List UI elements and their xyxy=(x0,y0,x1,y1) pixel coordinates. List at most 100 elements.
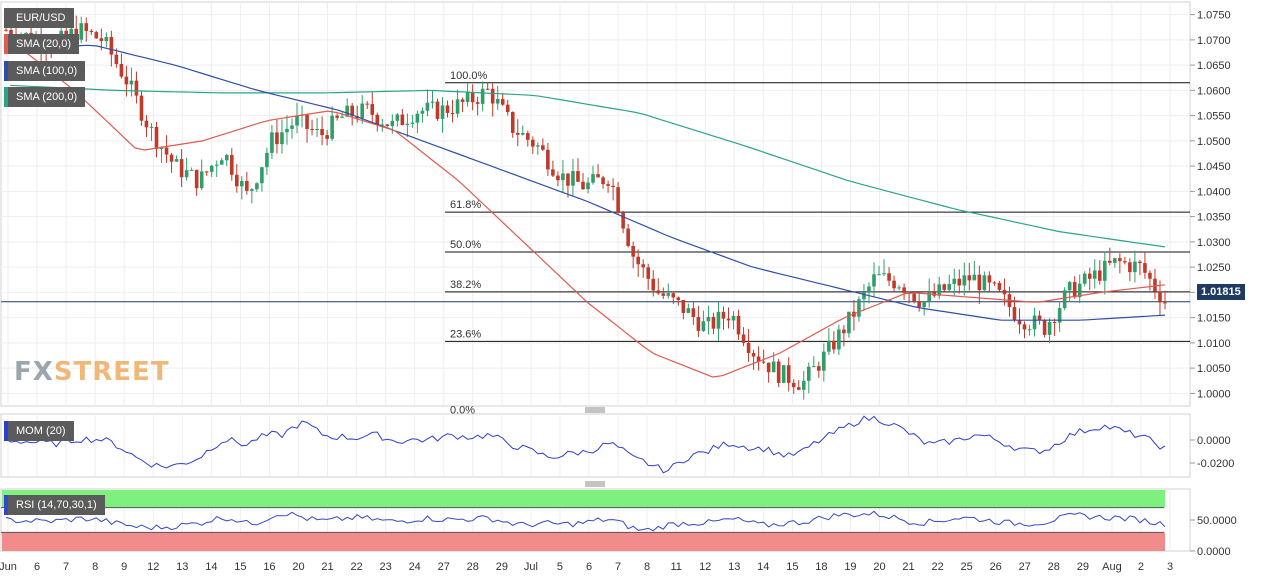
x-tick-label: 6 xyxy=(586,561,592,573)
x-tick-label: 7 xyxy=(63,561,69,573)
price-tick-label: 1.0000 xyxy=(1197,388,1231,400)
candle-body xyxy=(405,123,410,126)
price-tick-label: 1.0400 xyxy=(1197,186,1231,198)
candle-body xyxy=(952,278,957,284)
candle-body xyxy=(751,353,756,357)
candle-body xyxy=(726,318,731,321)
candle-body xyxy=(1138,261,1142,264)
candle-body xyxy=(711,316,716,329)
candle-body xyxy=(1153,278,1157,292)
price-tick-label: 1.0650 xyxy=(1197,60,1231,72)
candle-body xyxy=(380,124,385,126)
sma20-legend[interactable]: SMA (20,0) xyxy=(4,34,80,54)
candle-body xyxy=(1072,282,1077,298)
price-tick-label: 1.0100 xyxy=(1197,338,1231,350)
candle-body xyxy=(184,170,189,178)
candle-body xyxy=(917,301,921,307)
sma20-swatch xyxy=(4,34,8,54)
candle-body xyxy=(1113,258,1117,263)
candle-body xyxy=(425,102,430,111)
momentum-tick-label: 0.0000 xyxy=(1197,435,1231,447)
sma100-legend[interactable]: SMA (100,0) xyxy=(4,61,86,81)
price-tick-label: 1.0600 xyxy=(1197,85,1231,97)
candle-body xyxy=(806,366,811,381)
x-tick-label: 13 xyxy=(728,561,740,573)
sma200-legend[interactable]: SMA (200,0) xyxy=(4,87,86,107)
candle-body xyxy=(561,173,565,181)
candle-body xyxy=(1067,282,1072,291)
candle-body xyxy=(1012,307,1017,320)
candle-body xyxy=(445,105,450,113)
rsi-legend[interactable]: RSI (14,70,30,1) xyxy=(4,495,105,515)
candle-body xyxy=(736,315,741,335)
candle-body xyxy=(741,334,746,343)
candle-body xyxy=(541,145,545,150)
x-tick-label: 29 xyxy=(496,561,508,573)
price-tick-label: 1.0750 xyxy=(1197,10,1231,22)
candle-body xyxy=(1032,315,1037,330)
candle-body xyxy=(997,282,1002,290)
x-tick-label: 19 xyxy=(844,561,856,573)
candle-body xyxy=(495,99,500,104)
sma100-line xyxy=(9,44,1166,321)
candle-body xyxy=(1133,261,1137,273)
candle-body xyxy=(912,293,916,302)
candle-body xyxy=(992,282,997,284)
rsi-swatch xyxy=(4,495,8,515)
candle-body xyxy=(1057,308,1062,323)
candle-body xyxy=(330,115,334,139)
rsi-oversold-zone xyxy=(2,532,1165,551)
x-tick-label: 23 xyxy=(380,561,392,573)
candle-body xyxy=(611,185,615,188)
candle-body xyxy=(1143,263,1147,273)
x-tick-label: 21 xyxy=(902,561,914,573)
x-tick-label: 9 xyxy=(121,561,127,573)
candle-body xyxy=(1163,302,1167,304)
candle-body xyxy=(882,273,886,275)
candle-body xyxy=(245,180,249,191)
candle-body xyxy=(536,145,540,147)
candle-body xyxy=(280,132,284,145)
x-tick-label: 12 xyxy=(147,561,159,573)
candle-body xyxy=(1108,260,1112,263)
candle-body xyxy=(224,154,229,161)
candle-body xyxy=(350,105,354,117)
candle-body xyxy=(892,280,896,289)
candle-body xyxy=(455,99,460,114)
candle-body xyxy=(320,128,324,136)
candle-body xyxy=(285,128,289,133)
momentum-legend[interactable]: MOM (20) xyxy=(4,421,74,441)
candle-body xyxy=(430,101,435,103)
candle-body xyxy=(671,293,676,298)
x-tick-label: 11 xyxy=(670,561,681,573)
candle-body xyxy=(1002,289,1007,295)
candle-body xyxy=(94,32,99,39)
candle-body xyxy=(1047,321,1052,335)
candle-body xyxy=(315,128,319,130)
candle-body xyxy=(887,273,891,281)
candle-body xyxy=(255,183,259,190)
candle-body xyxy=(1118,258,1122,262)
candle-body xyxy=(877,274,881,276)
candle-body xyxy=(159,147,164,149)
price-tick-label: 1.0300 xyxy=(1197,237,1231,249)
price-tick-label: 1.0050 xyxy=(1197,363,1231,375)
x-tick-label: 13 xyxy=(176,561,188,573)
candle-body xyxy=(987,275,992,283)
candle-body xyxy=(731,315,736,321)
candle-body xyxy=(169,154,174,162)
candle-body xyxy=(801,380,806,390)
x-tick-label: 3 xyxy=(1167,561,1173,573)
price-tick-label: 1.0500 xyxy=(1197,136,1231,148)
sma20-line xyxy=(9,39,1166,378)
x-tick-label: 8 xyxy=(644,561,650,573)
candle-body xyxy=(370,104,375,115)
x-tick-label: 20 xyxy=(292,561,304,573)
candle-body xyxy=(435,101,440,119)
candle-body xyxy=(661,293,666,296)
candle-body xyxy=(134,80,139,96)
momentum-line xyxy=(5,415,1166,474)
candle-body xyxy=(766,362,771,373)
candle-body xyxy=(179,159,184,178)
